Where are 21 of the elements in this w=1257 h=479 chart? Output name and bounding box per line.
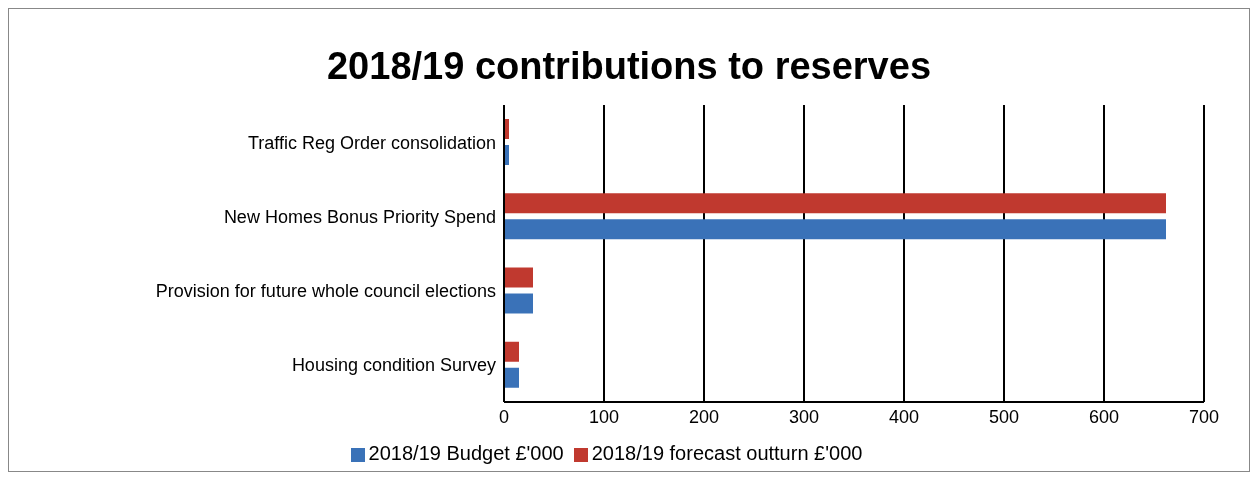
bar [504, 341, 519, 362]
y-tick-label: Housing condition Survey [291, 355, 496, 376]
x-tick-label: 400 [888, 406, 920, 427]
y-tick-label: New Homes Bonus Priority Spend [223, 206, 496, 227]
x-tick-label: 0 [498, 406, 510, 427]
chart-title: 2018/19 contributions to reserves [326, 45, 932, 89]
legend-label: 2018/19 forecast outturn £'000 [591, 442, 863, 464]
y-tick-label: Provision for future whole council elections [155, 281, 496, 302]
x-tick-label: 200 [688, 406, 720, 427]
legend-label: 2018/19 Budget £'000 [368, 442, 564, 464]
x-tick-label: 600 [1088, 406, 1120, 427]
x-tick-label: 100 [588, 406, 620, 427]
x-tick-label: 500 [988, 406, 1020, 427]
bar [504, 193, 1166, 214]
x-tick-label: 300 [788, 406, 820, 427]
bar [504, 267, 533, 288]
y-tick-label: Traffic Reg Order consolidation [247, 132, 496, 153]
bar [504, 219, 1166, 240]
x-tick-label: 700 [1188, 406, 1220, 427]
bar [504, 367, 519, 388]
bar [504, 293, 533, 314]
